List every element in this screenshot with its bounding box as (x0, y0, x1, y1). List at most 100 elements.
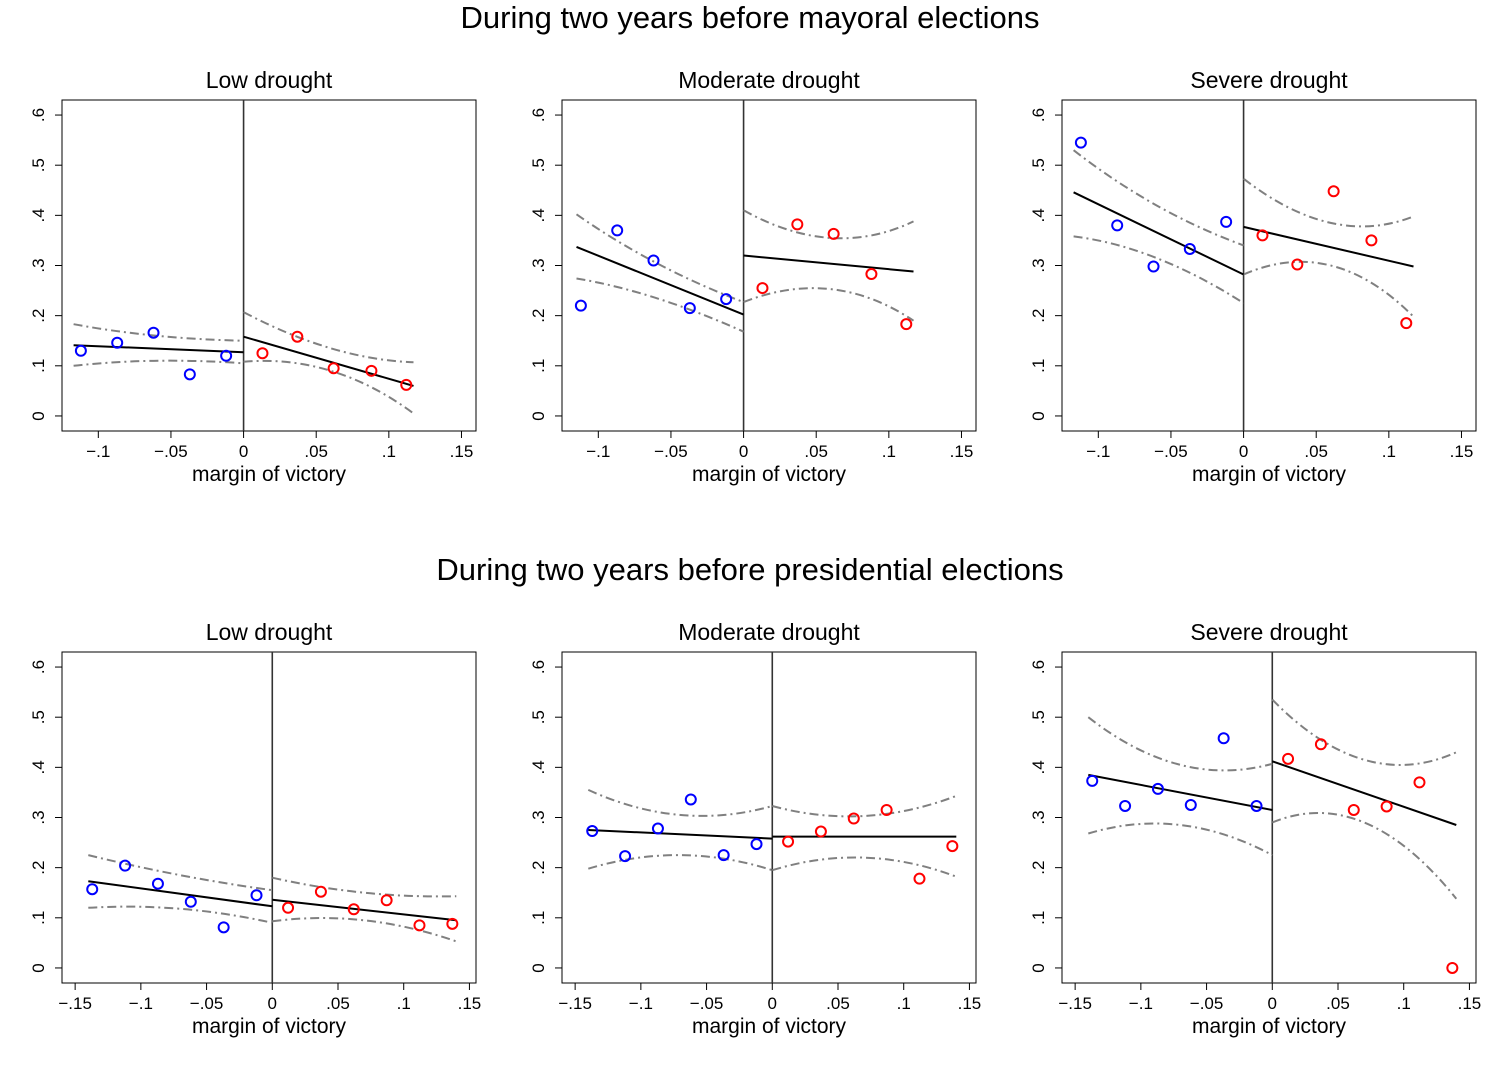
panel-title: Low drought (206, 619, 333, 645)
plot-frame (61, 99, 477, 432)
y-tick-label: 0 (529, 963, 548, 972)
right-bin-point (1413, 776, 1426, 789)
left-bin-point (1086, 774, 1099, 787)
left-fit-line (73, 344, 244, 354)
y-tick-label: .5 (529, 158, 548, 172)
x-axis-label: margin of victory (692, 463, 847, 486)
left-bin-point (74, 344, 87, 357)
left-bin-point (647, 254, 660, 267)
right-bin-point (347, 903, 360, 916)
left-bin-point (250, 889, 263, 902)
y-tick-label: 0 (29, 963, 48, 972)
y-tick-label: .1 (29, 911, 48, 925)
left-bin-point (1147, 260, 1160, 273)
y-tick-label: .4 (1029, 208, 1048, 222)
x-tick-label: −.05 (190, 994, 224, 1013)
left-bin-point (1217, 732, 1230, 745)
left-bin-point (183, 368, 196, 381)
left-fit-line (576, 245, 744, 316)
right-bin-point (365, 364, 378, 377)
right-bin-point (880, 803, 893, 816)
y-tick-label: .3 (1029, 810, 1048, 824)
x-tick-label: −.05 (1190, 994, 1224, 1013)
right-bin-point (1400, 317, 1413, 330)
right-bin-point (827, 227, 840, 240)
panel-2: Moderate drought −.1 −.05 0 .05 .1 .15 margin o… (529, 67, 977, 486)
right-bin-point (1327, 185, 1340, 198)
right-ci-lower-band (243, 359, 415, 415)
right-ci-lower-band (1243, 260, 1415, 318)
plot-frame (1061, 651, 1477, 984)
left-fit-line (1073, 191, 1245, 276)
right-bin-point (946, 840, 959, 853)
x-axis-label: margin of victory (1192, 463, 1347, 486)
y-tick-label: .5 (529, 710, 548, 724)
x-axis-label: margin of victory (192, 463, 347, 486)
right-bin-point (1365, 234, 1378, 247)
right-bin-point (380, 894, 393, 907)
left-ci-lower-band (88, 905, 273, 924)
right-ci-lower-band (1271, 811, 1458, 900)
right-ci-upper-band (243, 311, 414, 364)
section-title-presidential: During two years before presidential ele… (436, 552, 1064, 587)
plot-frame (561, 651, 977, 984)
x-tick-label: .1 (397, 994, 411, 1013)
left-fit-line (588, 829, 773, 840)
y-tick-label: .1 (529, 359, 548, 373)
right-ci-lower-band (272, 917, 457, 943)
x-tick-label: −.15 (58, 994, 92, 1013)
y-tick-label: .2 (529, 309, 548, 323)
left-ci-upper-band (1087, 716, 1273, 772)
x-tick-label: 0 (739, 442, 748, 461)
y-tick-label: .3 (1029, 258, 1048, 272)
left-bin-point (220, 349, 233, 362)
right-bin-point (791, 218, 804, 231)
right-bin-point (782, 835, 795, 848)
left-bin-point (586, 825, 599, 838)
y-tick-label: .6 (1029, 108, 1048, 122)
y-tick-label: .6 (29, 108, 48, 122)
panel-title: Moderate drought (678, 619, 860, 645)
right-bin-point (913, 872, 926, 885)
right-bin-point (1282, 752, 1295, 765)
x-tick-label: −.15 (558, 994, 592, 1013)
x-tick-label: .05 (304, 442, 328, 461)
right-bin-point (1314, 738, 1327, 751)
y-tick-label: .2 (1029, 309, 1048, 323)
panel-3: Severe drought −.1 −.05 0 .05 .1 .15 margin of … (1029, 67, 1477, 486)
left-bin-point (147, 326, 160, 339)
left-bin-point (151, 877, 164, 890)
x-tick-label: −.1 (1086, 442, 1110, 461)
left-bin-point (750, 838, 763, 851)
y-tick-label: .6 (1029, 660, 1048, 674)
left-bin-point (1250, 799, 1263, 812)
left-bin-point (217, 921, 230, 934)
right-bin-point (282, 901, 295, 914)
left-ci-upper-band (1072, 149, 1244, 247)
x-tick-label: 0 (268, 994, 277, 1013)
section-title-mayoral: During two years before mayoral election… (460, 0, 1040, 35)
right-bin-point (865, 268, 878, 281)
right-fit-line (1271, 760, 1457, 826)
right-fit-line (272, 898, 457, 922)
left-bin-point (684, 793, 697, 806)
x-tick-label: .15 (450, 442, 474, 461)
right-ci-upper-band (1271, 698, 1457, 766)
y-tick-label: 0 (1029, 411, 1048, 420)
right-bin-point (1347, 803, 1360, 816)
right-bin-point (327, 362, 340, 375)
x-tick-label: −.1 (586, 442, 610, 461)
y-tick-label: .6 (529, 108, 548, 122)
right-ci-upper-band (272, 876, 457, 898)
left-ci-upper-band (73, 323, 244, 342)
y-tick-label: .5 (1029, 158, 1048, 172)
y-tick-label: .4 (29, 208, 48, 222)
right-ci-upper-band (743, 209, 914, 240)
right-bin-point (814, 825, 827, 838)
x-axis-label: margin of victory (1192, 1015, 1347, 1038)
y-tick-label: .3 (529, 258, 548, 272)
left-bin-point (1111, 219, 1124, 232)
y-tick-label: .5 (29, 710, 48, 724)
y-tick-label: .3 (529, 810, 548, 824)
